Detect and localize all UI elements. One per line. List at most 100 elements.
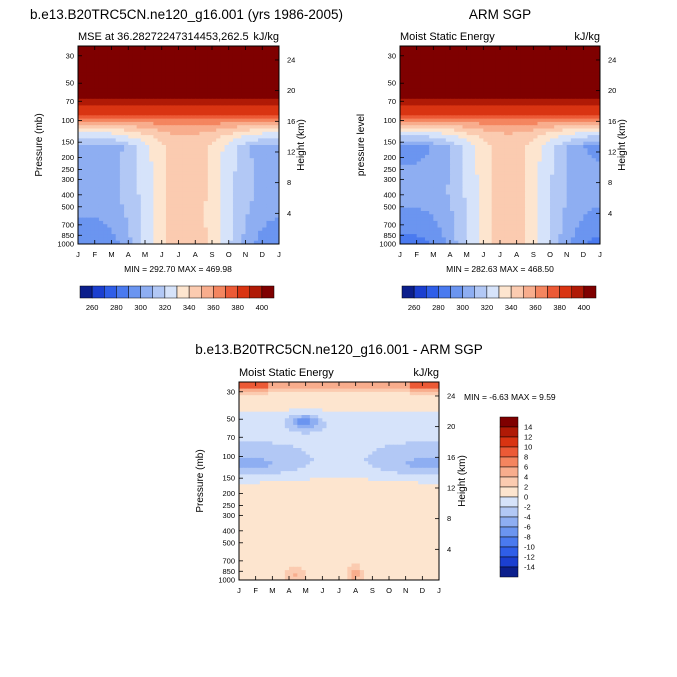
field-model-cell [136, 88, 142, 93]
field-model-cell [132, 168, 138, 172]
field-model-cell [145, 197, 150, 202]
field-obs-cell [454, 164, 459, 169]
field-model-cell [199, 72, 205, 77]
field-obs-cell [508, 65, 514, 70]
field-obs-cell [412, 65, 418, 70]
field-model-cell [220, 181, 226, 186]
field-model-cell [212, 128, 217, 133]
field-model-cell [203, 181, 209, 186]
field-obs-cell [404, 92, 409, 97]
field-model-cell [182, 191, 188, 196]
field-model-cell [245, 201, 251, 205]
field-model-cell [90, 230, 96, 235]
field-obs-cell [512, 121, 518, 126]
field-model-cell [178, 98, 184, 103]
field-model-cell [270, 141, 276, 146]
field-model-cell [136, 112, 142, 116]
field-obs-cell [408, 154, 414, 159]
field-obs-cell [562, 135, 568, 139]
field-obs-cell [437, 161, 443, 166]
field-obs-cell [462, 72, 468, 77]
field-model-cell [270, 240, 276, 244]
field-model-cell [232, 214, 238, 219]
field-obs-cell [545, 125, 551, 130]
field-obs-cell [433, 164, 439, 169]
field-model-cell [270, 145, 276, 149]
field-model-cell [249, 52, 255, 57]
field-model-cell [149, 105, 154, 110]
field-model-cell [216, 220, 221, 225]
field-model-cell [249, 105, 255, 110]
field-model-cell [195, 158, 201, 163]
field-model-cell [165, 237, 171, 242]
field-obs-cell [583, 164, 589, 169]
field-model-cell [203, 55, 209, 60]
field-model-cell [191, 118, 196, 123]
field-obs-cell [516, 148, 522, 153]
field-model-cell [94, 187, 100, 192]
field-model-cell [165, 131, 171, 136]
field-obs-cell [550, 131, 555, 136]
field-obs-cell [525, 75, 530, 80]
field-obs-cell [575, 164, 580, 169]
field-model-cell [266, 62, 272, 67]
field-obs-cell [550, 148, 555, 153]
field-model-cell [115, 171, 121, 176]
field-model-cell [174, 224, 180, 229]
field-model-cell [237, 174, 242, 179]
field-obs-cell [541, 46, 547, 50]
field-model-cell [199, 92, 205, 97]
field-model-cell [90, 201, 96, 205]
field-model-cell [245, 194, 251, 199]
field-model-cell [232, 128, 238, 133]
field-obs-cell [504, 52, 509, 57]
field-model-cell [178, 194, 184, 199]
field-obs-cell [420, 112, 426, 116]
field-model-cell [149, 46, 154, 50]
field-model-cell [258, 201, 263, 205]
field-model-cell [207, 92, 213, 97]
field-model-cell [207, 148, 213, 153]
field-obs-cell [466, 168, 472, 172]
field-obs-cell [516, 88, 522, 93]
field-model-cell [174, 161, 180, 166]
field-model-cell [103, 85, 108, 90]
field-obs-cell [525, 115, 530, 120]
field-model-cell [149, 201, 154, 205]
field-model-cell [216, 207, 221, 212]
field-model-cell [128, 145, 134, 149]
field-model-cell [237, 204, 242, 209]
field-model-cell [111, 46, 117, 50]
field-obs-cell [416, 168, 422, 172]
field-obs-cell [420, 62, 426, 67]
field-model-cell [174, 135, 180, 139]
field-obs-cell [579, 171, 584, 176]
field-model-cell [111, 62, 117, 67]
field-model-cell [241, 75, 247, 80]
field-model-cell [228, 141, 234, 146]
field-obs-cell [400, 82, 405, 87]
field-model-cell [249, 55, 255, 60]
field-model-cell [145, 85, 150, 90]
field-model-cell [128, 95, 134, 100]
field-model-cell [124, 234, 129, 238]
field-obs-cell [416, 49, 422, 54]
field-obs-cell [591, 168, 597, 172]
field-obs-cell [520, 118, 526, 123]
field-obs-cell [487, 98, 493, 103]
field-model-cell [228, 88, 234, 93]
field-model-cell [136, 224, 142, 229]
field-obs-cell [591, 118, 597, 123]
field-obs-cell [475, 168, 480, 172]
field-model-cell [174, 207, 180, 212]
field-obs-cell [479, 46, 484, 50]
field-model-cell [182, 55, 188, 60]
field-obs-cell [579, 62, 584, 67]
field-obs-cell [537, 105, 543, 110]
field-obs-cell [412, 145, 418, 149]
field-model-cell [136, 211, 142, 215]
field-model-cell [220, 46, 226, 50]
field-obs-cell [412, 138, 418, 143]
field-model-cell [111, 151, 117, 156]
field-model-cell [262, 79, 268, 83]
